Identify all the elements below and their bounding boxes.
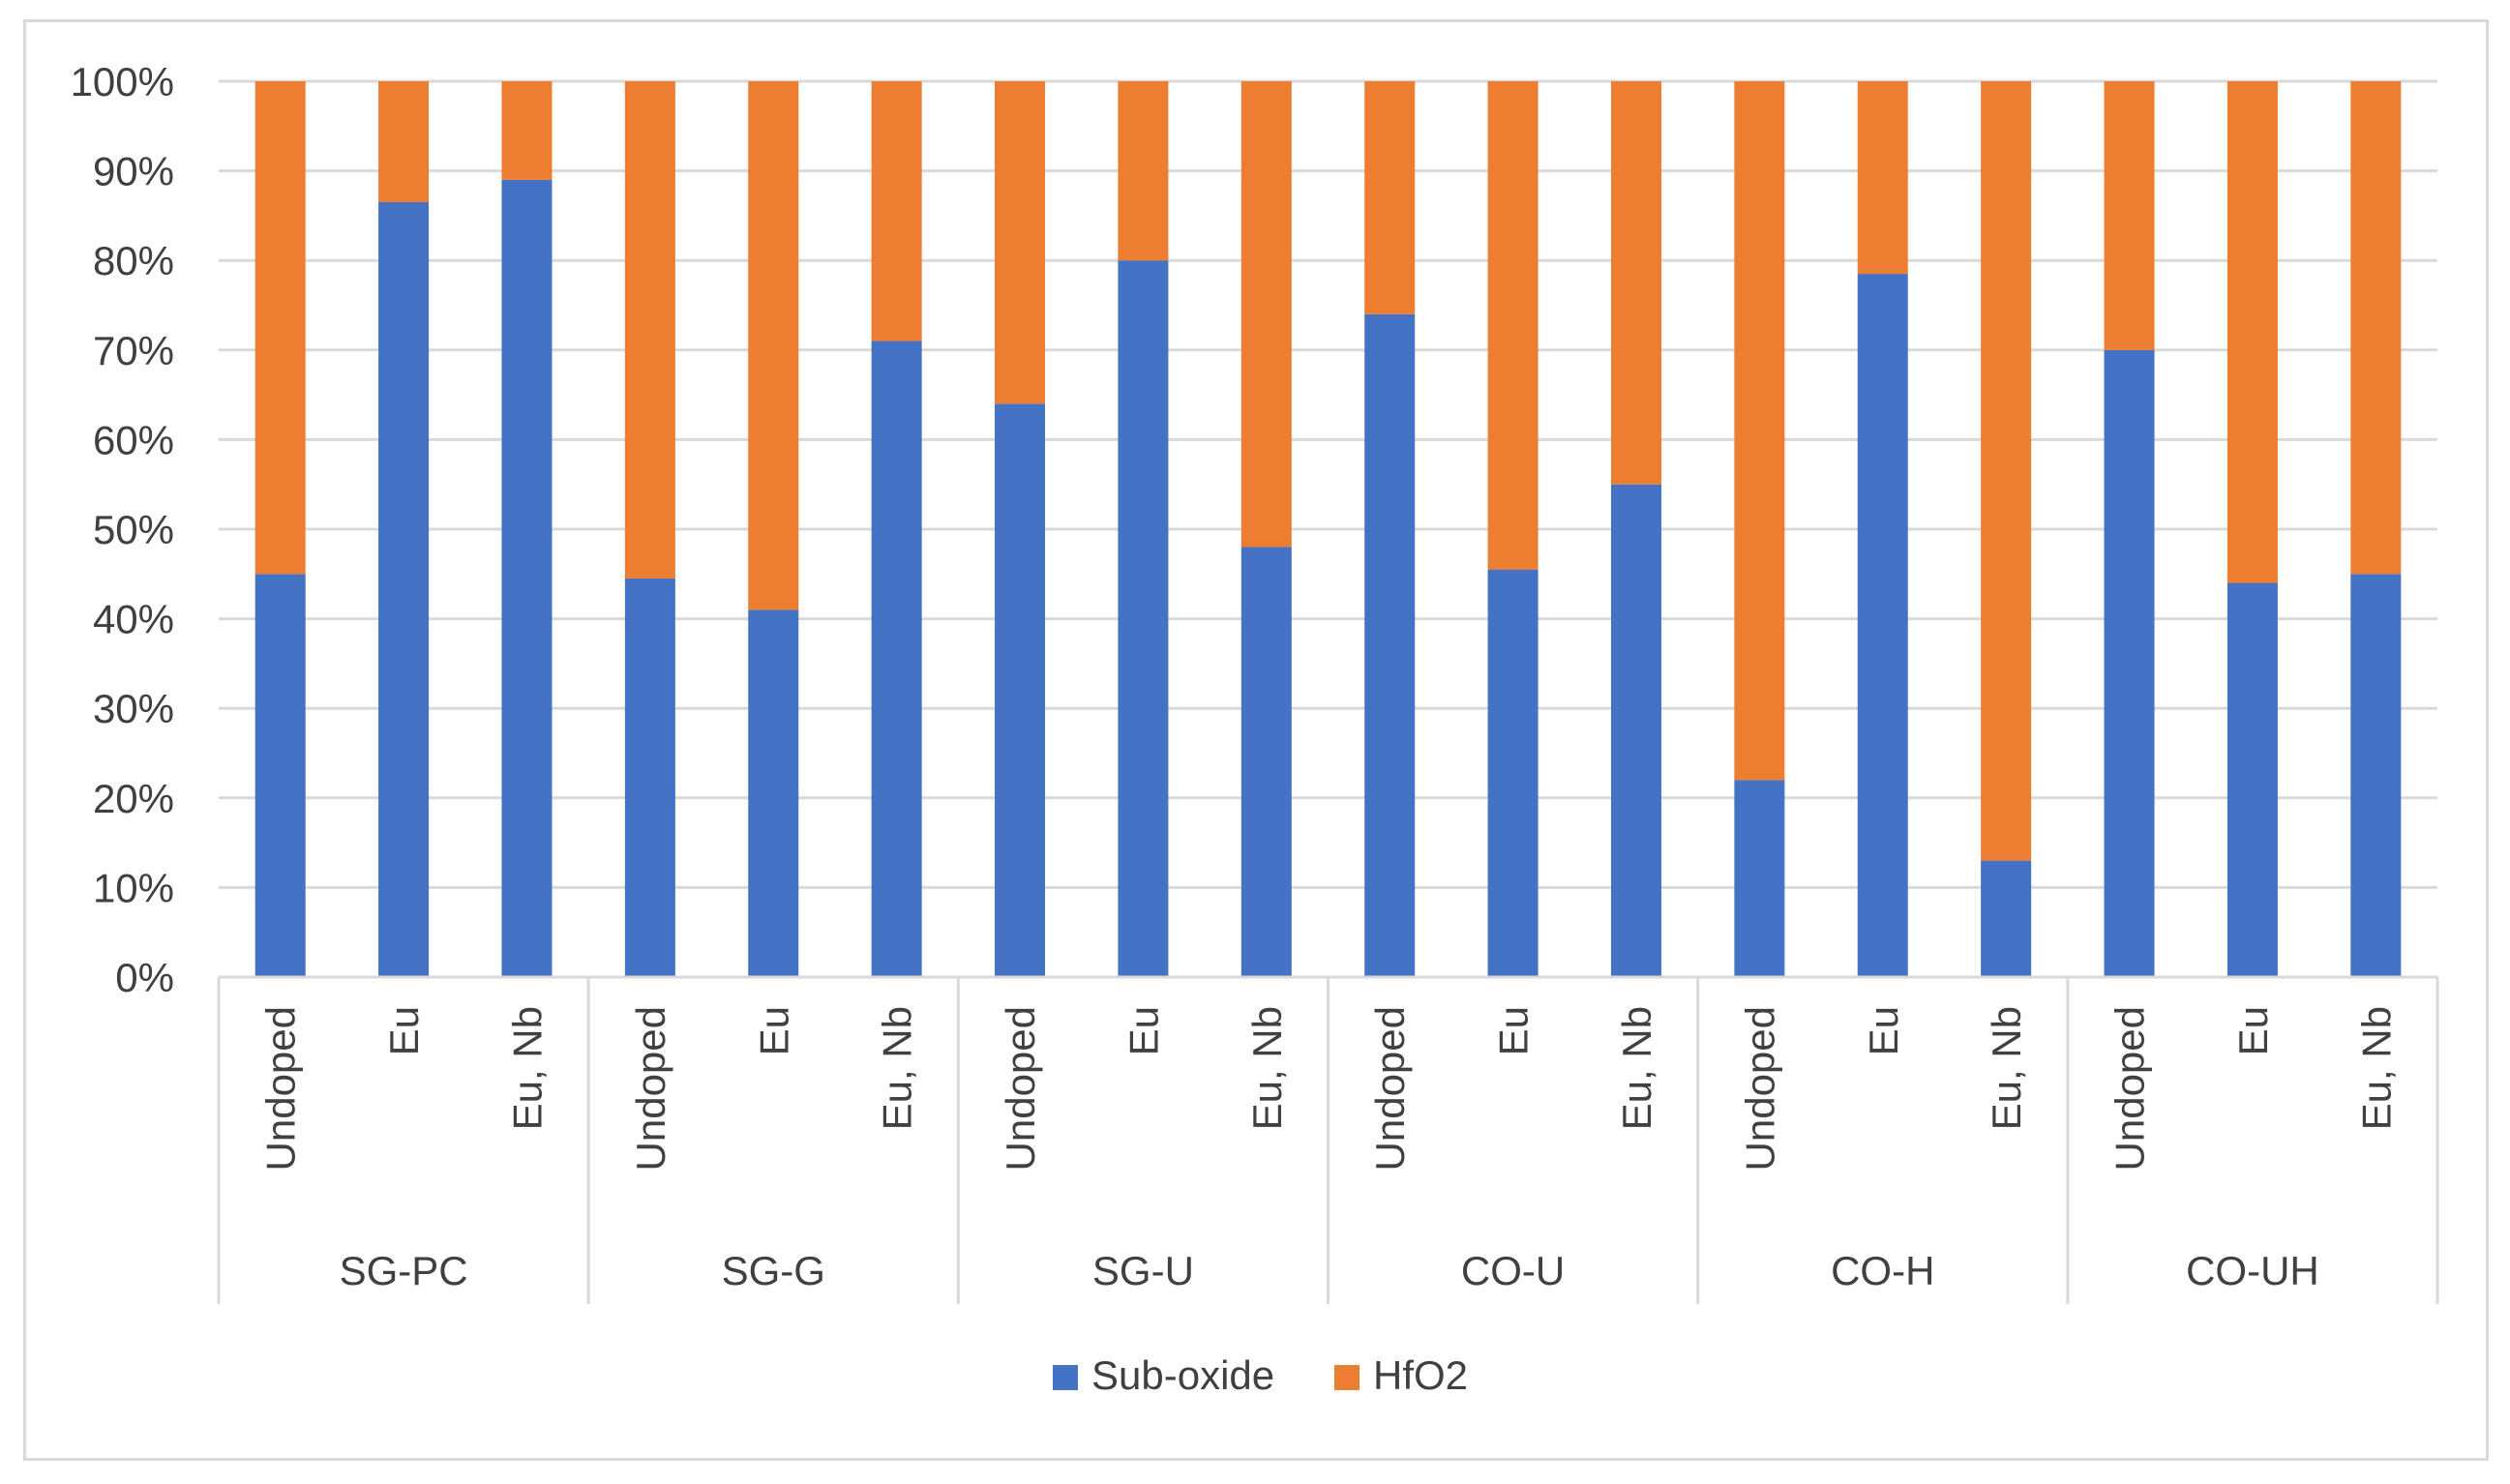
x-group-label: CO-UH (2186, 1248, 2319, 1293)
x-group-label: CO-H (1831, 1248, 1934, 1293)
x-category-label: Eu, Nb (504, 1006, 550, 1130)
bar-hfo2-7 (995, 81, 1046, 404)
x-category-label: Eu (2230, 1006, 2276, 1055)
x-group-label: SG-G (722, 1248, 825, 1293)
bar-hfo2-18 (2350, 81, 2402, 575)
bar-sub-oxide-2 (378, 202, 430, 977)
legend-label: HfO2 (1373, 1352, 1468, 1398)
y-tick-label: 90% (93, 149, 174, 194)
bar-hfo2-11 (1487, 81, 1539, 570)
bar-hfo2-17 (2226, 81, 2278, 583)
x-group-label: SG-U (1092, 1248, 1194, 1293)
x-category-label: Undoped (1737, 1006, 1782, 1171)
y-tick-label: 50% (93, 507, 174, 552)
bar-hfo2-6 (871, 81, 922, 341)
bar-hfo2-4 (624, 81, 675, 579)
x-category-label: Eu (1121, 1006, 1166, 1055)
y-tick-label: 10% (93, 865, 174, 910)
bar-hfo2-3 (501, 81, 553, 180)
bar-hfo2-10 (1364, 81, 1416, 314)
x-category-label: Eu, Nb (875, 1006, 920, 1130)
y-tick-label: 60% (93, 417, 174, 462)
bar-sub-oxide-3 (501, 179, 553, 978)
x-group-label: SG-PC (340, 1248, 468, 1293)
x-category-label: Eu, Nb (1984, 1006, 2029, 1130)
bar-sub-oxide-17 (2226, 582, 2278, 977)
y-tick-label: 40% (93, 597, 174, 642)
x-category-label: Undoped (2107, 1006, 2153, 1171)
bar-sub-oxide-15 (1981, 860, 2032, 977)
bars (254, 81, 2402, 978)
y-tick-label: 20% (93, 776, 174, 821)
y-tick-label: 0% (115, 955, 174, 1000)
bar-hfo2-2 (378, 81, 430, 203)
bar-sub-oxide-11 (1487, 569, 1539, 977)
bar-sub-oxide-4 (624, 578, 675, 977)
bar-hfo2-15 (1981, 81, 2032, 861)
bar-sub-oxide-18 (2350, 574, 2402, 977)
bar-sub-oxide-10 (1364, 313, 1416, 977)
bar-hfo2-12 (1610, 81, 1661, 485)
legend-swatch (1053, 1365, 1078, 1390)
bar-hfo2-8 (1118, 81, 1169, 261)
bar-hfo2-1 (254, 81, 306, 575)
x-category-label: Eu, Nb (2353, 1006, 2399, 1130)
bar-sub-oxide-7 (995, 403, 1046, 977)
bar-sub-oxide-5 (748, 609, 799, 977)
y-tick-label: 70% (93, 328, 174, 373)
bar-sub-oxide-16 (2104, 349, 2155, 977)
bar-sub-oxide-6 (871, 341, 922, 977)
bar-sub-oxide-13 (1734, 780, 1785, 977)
axes (217, 975, 2439, 1304)
x-category-label: Eu (381, 1006, 427, 1055)
bar-sub-oxide-1 (254, 574, 306, 977)
legend-label: Sub-oxide (1091, 1352, 1274, 1398)
gridlines (219, 79, 2437, 889)
bar-sub-oxide-12 (1610, 484, 1661, 977)
bar-hfo2-14 (1857, 81, 1908, 275)
x-category-label: Undoped (628, 1006, 673, 1171)
bar-sub-oxide-14 (1857, 274, 1908, 978)
x-category-label: Eu, Nb (1244, 1006, 1290, 1130)
y-tick-label: 30% (93, 686, 174, 731)
x-category-label: Undoped (998, 1006, 1043, 1171)
x-category-label: Eu (751, 1006, 796, 1055)
x-category-label: Eu, Nb (1614, 1006, 1659, 1130)
x-category-label: Undoped (258, 1006, 304, 1171)
y-tick-labels: 0% 10% 20% 30% 40% 50% 60% 70% 80% 90% 100% (71, 59, 174, 1000)
bar-hfo2-5 (748, 81, 799, 610)
x-category-label: Eu (1491, 1006, 1537, 1055)
bar-hfo2-9 (1240, 81, 1292, 548)
x-category-labels: Undoped Eu Eu, Nb Undoped Eu Eu, Nb Undoped Eu E… (258, 1006, 2400, 1293)
y-tick-label: 100% (71, 59, 174, 104)
legend: Sub-oxide HfO2 (1053, 1352, 1468, 1398)
bar-sub-oxide-8 (1118, 260, 1169, 977)
bar-hfo2-13 (1734, 81, 1785, 781)
x-category-label: Eu (1861, 1006, 1906, 1055)
bar-hfo2-16 (2104, 81, 2155, 350)
x-group-label: CO-U (1461, 1248, 1565, 1293)
y-tick-label: 80% (93, 238, 174, 283)
legend-swatch (1334, 1365, 1360, 1390)
x-category-label: Undoped (1367, 1006, 1413, 1171)
bar-sub-oxide-9 (1240, 547, 1292, 977)
